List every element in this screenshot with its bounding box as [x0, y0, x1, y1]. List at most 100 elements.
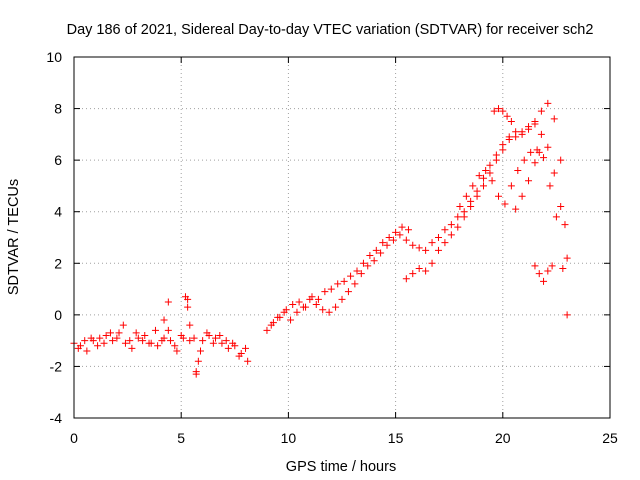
data-point [398, 223, 406, 231]
data-point [535, 270, 543, 278]
data-point [486, 169, 494, 177]
data-point [132, 329, 140, 337]
data-point [160, 316, 168, 324]
data-point [263, 326, 271, 334]
data-point [392, 228, 400, 236]
data-point [473, 192, 481, 200]
y-tick-label: -4 [50, 410, 63, 426]
data-point [544, 267, 552, 275]
data-point [115, 329, 123, 337]
axis-ticks [73, 56, 611, 419]
data-point [480, 174, 488, 182]
data-points [70, 99, 571, 378]
data-point [192, 370, 200, 378]
data-point [525, 177, 533, 185]
data-point [454, 213, 462, 221]
data-point [190, 334, 198, 342]
data-point [447, 231, 455, 239]
data-point [218, 339, 226, 347]
data-point [194, 357, 202, 365]
data-point [396, 231, 404, 239]
data-point [229, 339, 237, 347]
data-point [460, 213, 468, 221]
data-point [295, 298, 303, 306]
data-point [507, 117, 515, 125]
y-tick-label: 8 [54, 101, 62, 117]
y-tick-label: 4 [54, 204, 62, 220]
data-point [119, 321, 127, 329]
data-point [212, 334, 220, 342]
data-point [499, 107, 507, 115]
data-point [83, 347, 91, 355]
x-tick-label: 10 [281, 430, 297, 446]
data-point [402, 236, 410, 244]
data-point [409, 241, 417, 249]
data-point [520, 156, 528, 164]
data-point [495, 192, 503, 200]
data-point [441, 226, 449, 234]
data-point [422, 267, 430, 275]
grid [74, 57, 610, 418]
data-point [134, 334, 142, 342]
data-point [244, 357, 252, 365]
data-point [173, 347, 181, 355]
data-point [557, 203, 565, 211]
data-point [353, 267, 361, 275]
series-group [263, 223, 412, 334]
data-point [74, 344, 82, 352]
data-point [100, 339, 108, 347]
data-point [209, 339, 217, 347]
data-point [454, 223, 462, 231]
data-point [441, 239, 449, 247]
data-point [499, 146, 507, 154]
data-point [546, 182, 554, 190]
series-group [490, 105, 515, 125]
data-point [518, 128, 526, 136]
data-point [306, 295, 314, 303]
data-point [503, 112, 511, 120]
y-tick-label: 6 [54, 152, 62, 168]
data-point [364, 262, 372, 270]
series-group [267, 120, 569, 329]
data-point [81, 337, 89, 345]
data-point [409, 270, 417, 278]
data-point [531, 159, 539, 167]
y-axis-label: SDTVAR / TECUs [6, 179, 22, 295]
data-point [235, 352, 243, 360]
data-point [287, 316, 295, 324]
data-point [469, 182, 477, 190]
data-point [561, 221, 569, 229]
data-point [280, 308, 288, 316]
data-point [495, 105, 503, 113]
y-tick-label: -2 [50, 358, 63, 374]
data-point [512, 205, 520, 213]
series-group [531, 262, 556, 285]
data-point [531, 262, 539, 270]
data-point [340, 277, 348, 285]
data-point [106, 329, 114, 337]
data-point [289, 301, 297, 309]
data-point [109, 337, 117, 345]
data-point [186, 321, 194, 329]
data-point [181, 293, 189, 301]
data-point [370, 257, 378, 265]
data-point [501, 200, 509, 208]
data-point [199, 337, 207, 345]
plot-frame [73, 56, 611, 419]
data-point [186, 337, 194, 345]
data-point [402, 275, 410, 283]
x-axis-label: GPS time / hours [286, 459, 396, 475]
data-point [428, 239, 436, 247]
data-point [544, 143, 552, 151]
series-group [402, 99, 571, 283]
data-point [462, 192, 470, 200]
data-point [224, 344, 232, 352]
data-point [480, 182, 488, 190]
data-point [527, 148, 535, 156]
data-point [154, 342, 162, 350]
series-group [456, 146, 571, 319]
tick-labels: 0 5 10 15 20 25 -4 -2 0 2 4 6 8 10 [46, 49, 618, 446]
y-tick-label: 2 [54, 255, 62, 271]
data-point [548, 262, 556, 270]
data-point [177, 331, 185, 339]
